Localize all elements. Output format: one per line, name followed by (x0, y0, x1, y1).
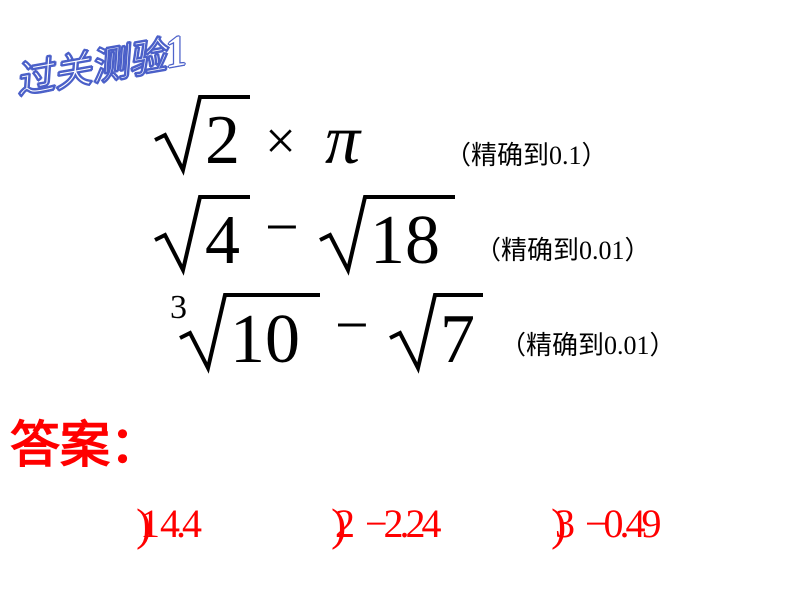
answer-2-val: −2.24 (365, 501, 438, 546)
eq1-pi: π (325, 102, 362, 179)
answer-1: 1)4.4 (140, 500, 198, 547)
precision-2: （精确到0.01） (475, 230, 651, 267)
answer-1-val: 4.4 (160, 501, 198, 546)
answer-3-val: −0.49 (585, 501, 658, 546)
answer-label: 答案： (10, 405, 160, 477)
answer-2-num: 2) (335, 501, 355, 546)
answer-2: 2) −2.24 (335, 500, 438, 547)
eq1-radicand: 2 (205, 102, 240, 179)
answer-3-num: 3) (555, 501, 575, 546)
precision-1: （精确到0.1） (445, 135, 608, 172)
answer-3: 3) −0.49 (555, 500, 658, 547)
eq2-operator: − (265, 194, 299, 260)
eq2-radicand1: 4 (205, 202, 240, 279)
eq3-radicand2: 7 (440, 301, 475, 378)
eq3-index: 3 (170, 289, 187, 326)
answer-1-num: 1) (140, 501, 160, 546)
precision-3: （精确到0.01） (500, 325, 676, 362)
eq3-operator: − (335, 292, 369, 358)
equation-3: 3 10 − 7 (145, 280, 490, 380)
eq3-radicand1: 10 (230, 301, 300, 378)
equation-2: 4 − 18 (145, 185, 465, 280)
eq2-radicand2: 18 (370, 202, 440, 279)
equation-1: 2 × π (145, 85, 435, 180)
eq1-operator: × (265, 110, 296, 171)
